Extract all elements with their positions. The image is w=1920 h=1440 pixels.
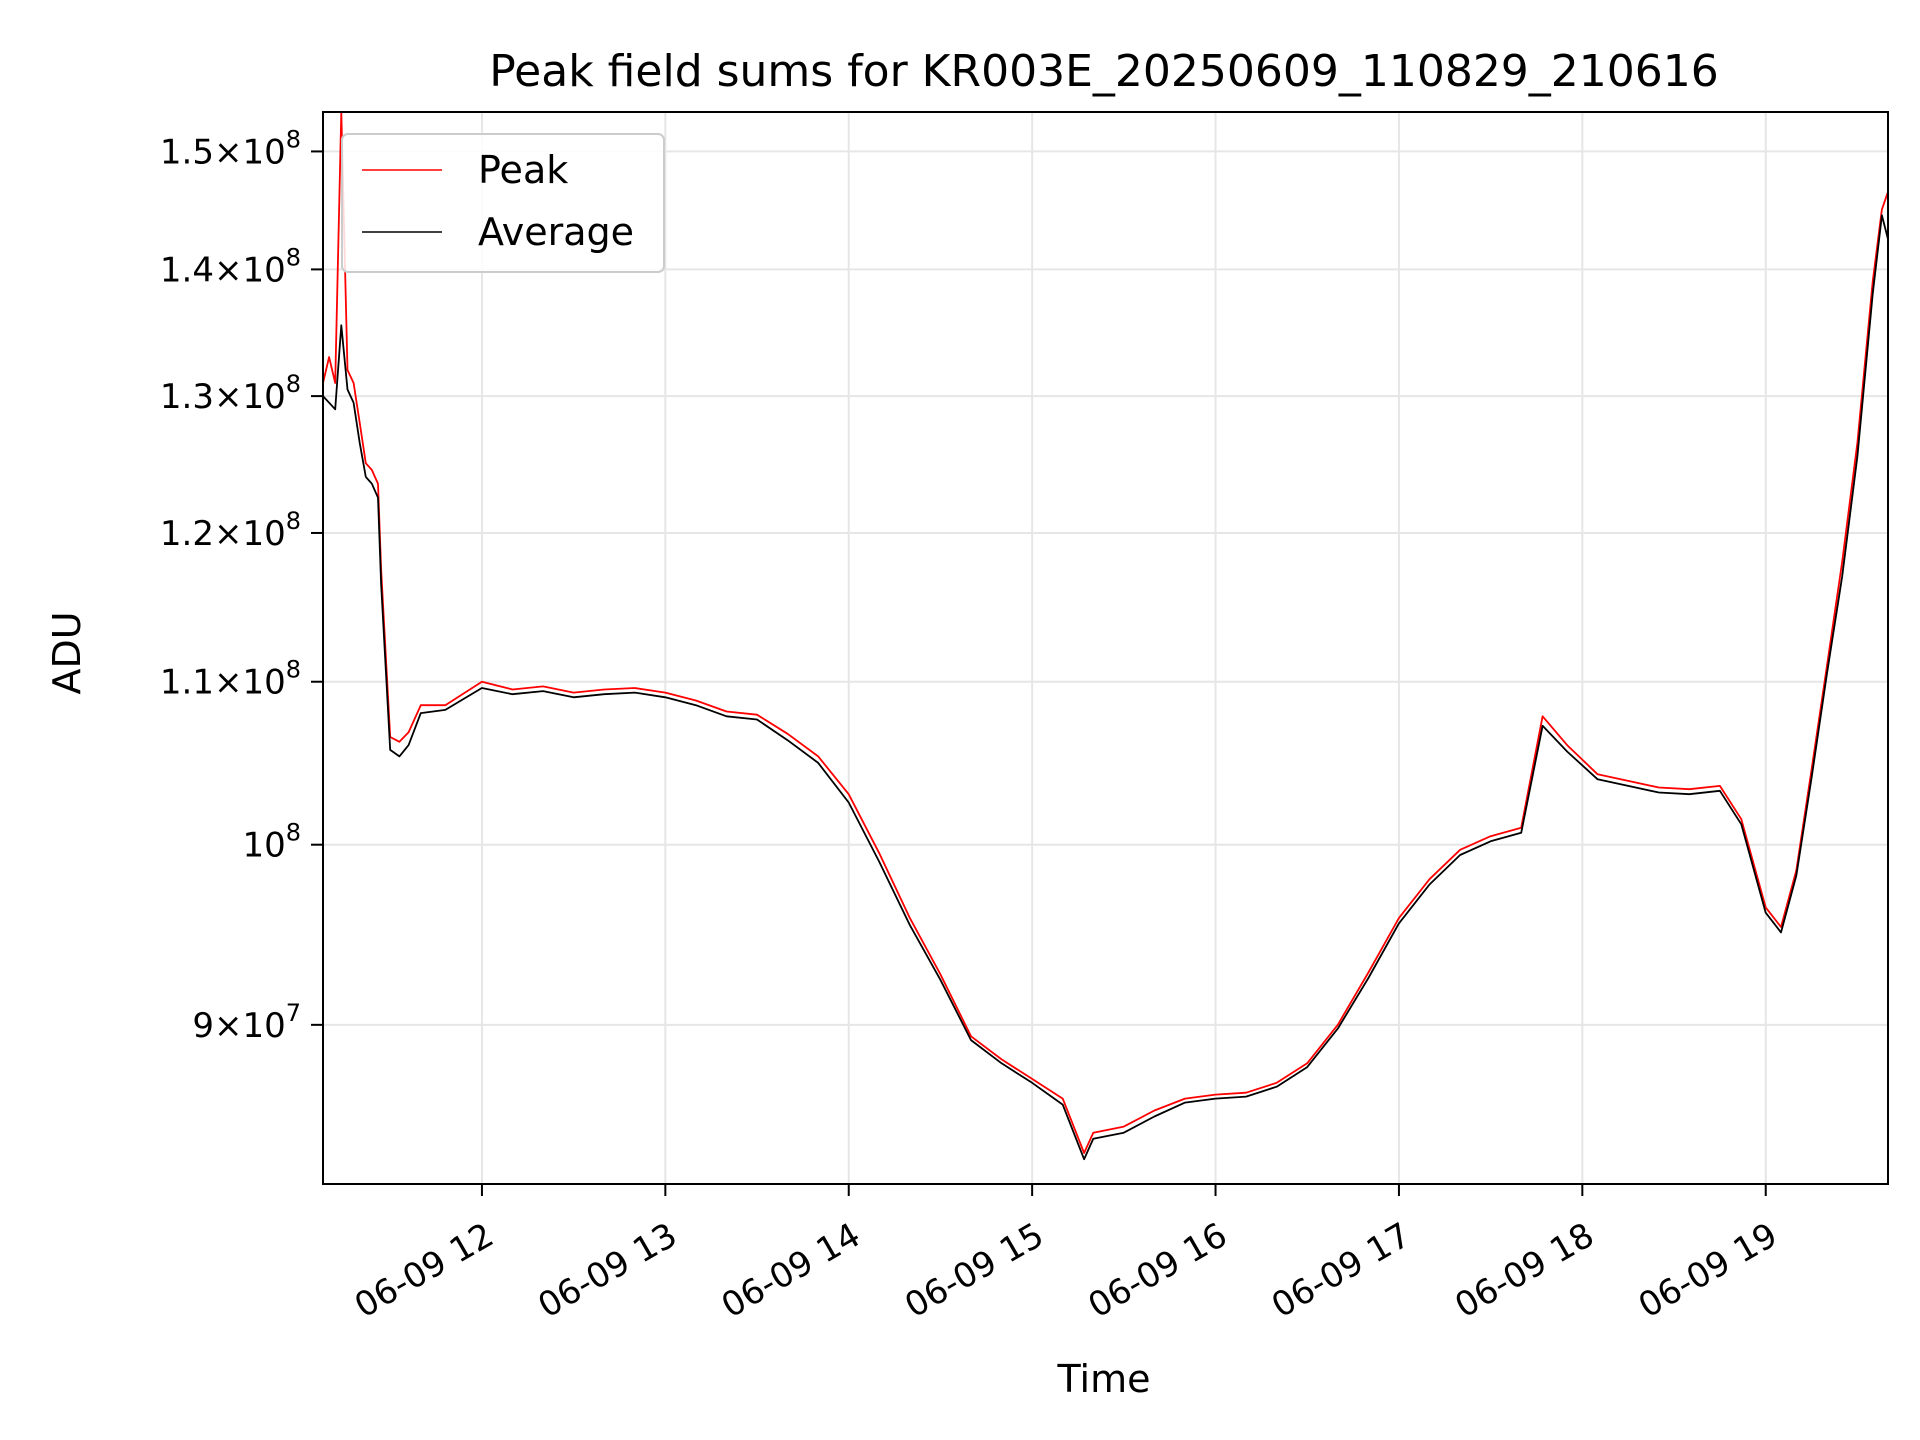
y-tick-mantissa: 1.5 <box>160 132 214 172</box>
legend-label-peak: Peak <box>478 148 568 192</box>
y-tick-label: 9×107 <box>192 999 301 1046</box>
y-tick-exponent: 8 <box>286 370 301 398</box>
y-tick-times: × <box>214 514 243 554</box>
y-tick-label: 108 <box>242 819 301 866</box>
y-tick-exponent: 8 <box>286 656 301 684</box>
plot-frame <box>322 111 1889 1185</box>
series-line-peak <box>322 111 1889 1154</box>
y-tick-mantissa: 1.3 <box>160 377 214 417</box>
x-axis-label: Time <box>1057 1357 1151 1401</box>
series-lines <box>322 111 1889 1161</box>
series-line-average <box>322 214 1889 1161</box>
y-tick-label: 1.3×108 <box>160 370 301 417</box>
y-tick-label: 1.2×108 <box>160 507 301 554</box>
legend-label-average: Average <box>478 210 634 254</box>
y-tick-label: 1.1×108 <box>160 656 301 703</box>
y-tick-exponent: 8 <box>286 125 301 153</box>
y-tick-exponent: 8 <box>286 243 301 271</box>
y-tick-base: 10 <box>242 377 285 417</box>
y-tick-times: × <box>214 663 243 703</box>
y-tick-times: × <box>214 377 243 417</box>
y-tick-mantissa: 1.2 <box>160 514 214 554</box>
legend: Peak Average <box>341 133 665 273</box>
y-axis-ticks: 9×1071081.1×1081.2×1081.3×1081.4×1081.5×… <box>160 125 323 1046</box>
y-tick-base: 10 <box>242 250 285 290</box>
legend-box <box>341 133 665 273</box>
chart-title: Peak field sums for KR003E_20250609_1108… <box>489 46 1719 97</box>
y-tick-label: 1.4×108 <box>160 243 301 290</box>
y-tick-times: × <box>214 1006 243 1046</box>
grid <box>323 112 1888 1184</box>
y-tick-exponent: 7 <box>286 999 301 1027</box>
y-tick-mantissa: 9 <box>192 1006 214 1046</box>
y-tick-base: 10 <box>242 132 285 172</box>
y-tick-base: 10 <box>242 514 285 554</box>
y-tick-exponent: 8 <box>286 507 301 535</box>
y-tick-exponent: 8 <box>286 819 301 847</box>
y-tick-times: × <box>214 250 243 290</box>
y-tick-base: 10 <box>242 1006 285 1046</box>
y-tick-times: × <box>214 132 243 172</box>
y-tick-mantissa: 1.4 <box>160 250 214 290</box>
y-tick-label: 1.5×108 <box>160 125 301 172</box>
y-tick-mantissa: 1.1 <box>160 663 214 703</box>
y-axis-label: ADU <box>45 611 89 694</box>
y-tick-base: 10 <box>242 663 285 703</box>
y-tick-base: 10 <box>242 826 285 866</box>
